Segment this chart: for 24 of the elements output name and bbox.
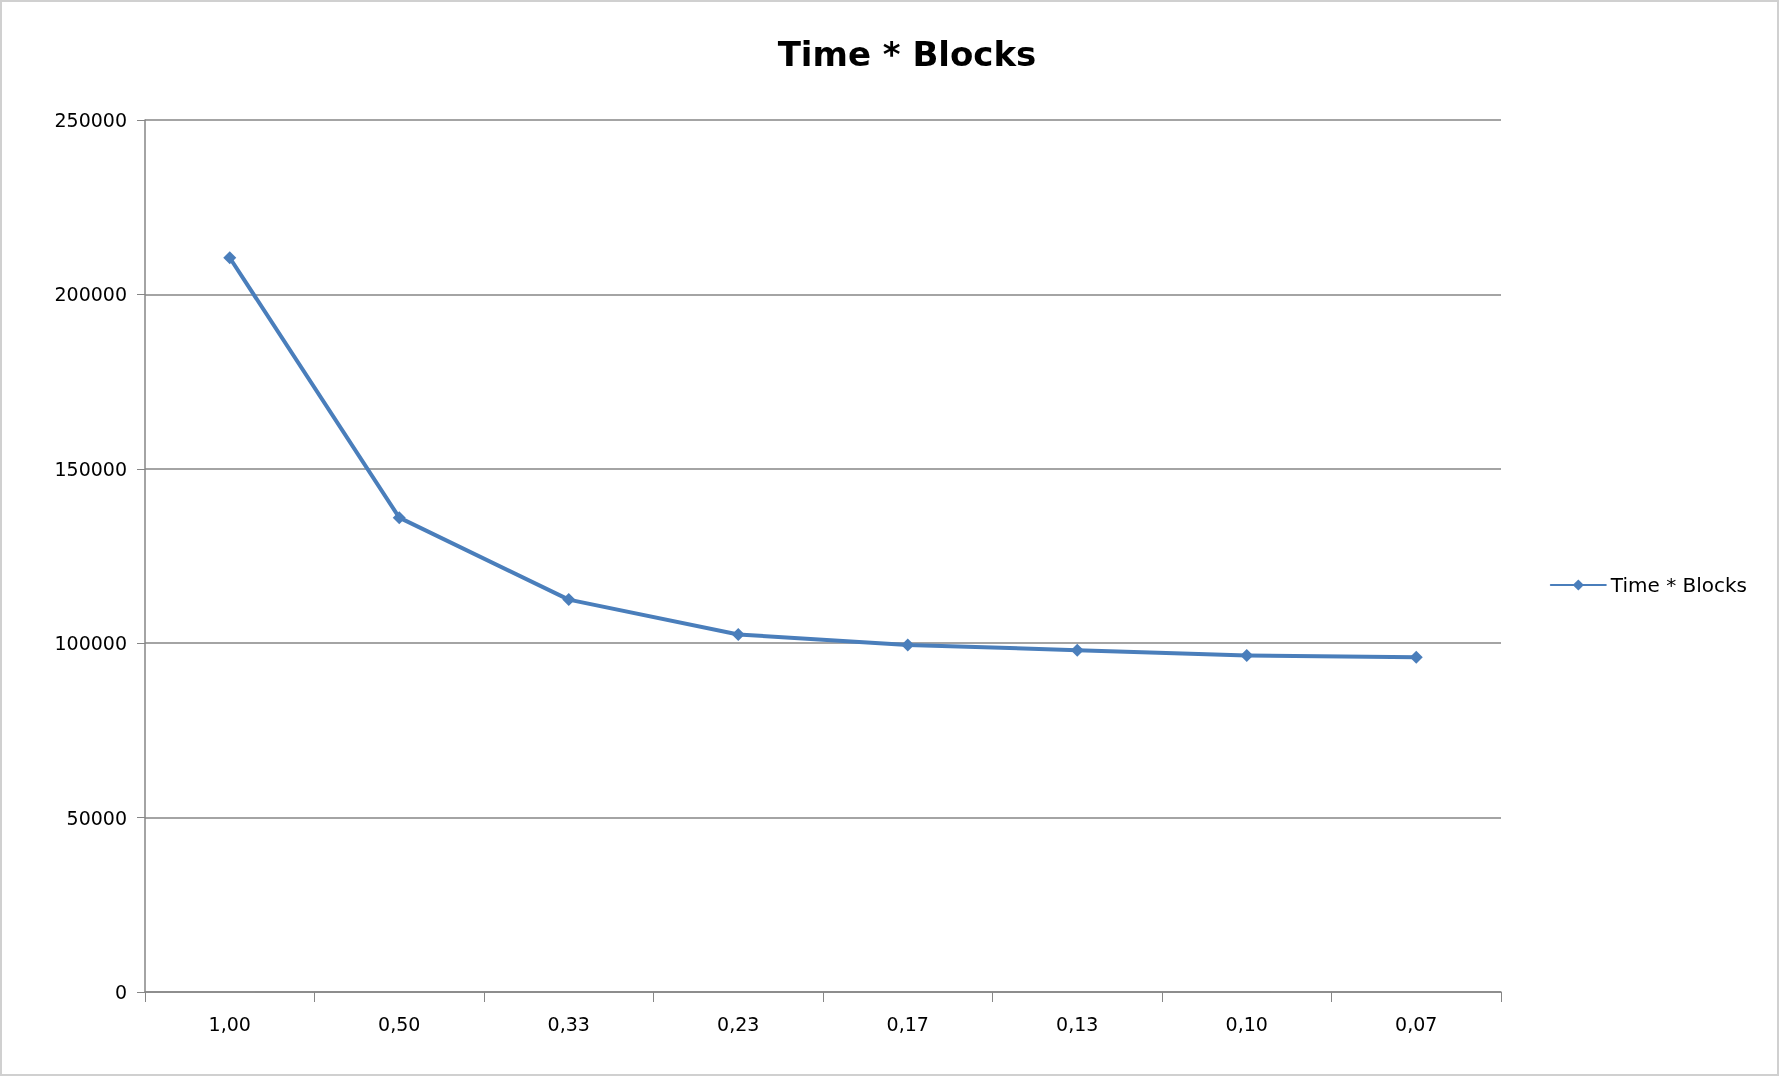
point (901, 638, 915, 652)
legend-label: Time * Blocks (1609, 573, 1747, 597)
point (223, 251, 237, 265)
y-tick-label: 50000 (66, 806, 127, 829)
chart-title: Time * Blocks (777, 34, 1037, 74)
point (1070, 643, 1084, 657)
x-tick-label: 0,13 (1056, 1012, 1099, 1035)
y-tick-label: 250000 (54, 109, 127, 131)
x-tick-label: 1,00 (208, 1012, 251, 1035)
y-tick-label: 200000 (54, 283, 127, 306)
x-tick-label: 0,17 (886, 1012, 929, 1035)
x-tick-label: 0,23 (717, 1012, 760, 1035)
x-tick-label: 0,07 (1395, 1012, 1438, 1035)
x-tick-label: 0,50 (378, 1012, 421, 1035)
x-tick-label: 0,10 (1225, 1012, 1268, 1035)
point (1240, 648, 1254, 662)
point (731, 627, 745, 641)
x-tick-label: 0,33 (547, 1012, 590, 1035)
point (392, 511, 406, 525)
point (562, 593, 576, 607)
y-tick-label: 150000 (54, 457, 127, 480)
y-tick-label: 0 (114, 981, 127, 1003)
y-tick-label: 100000 (54, 632, 127, 655)
point (1409, 650, 1423, 664)
